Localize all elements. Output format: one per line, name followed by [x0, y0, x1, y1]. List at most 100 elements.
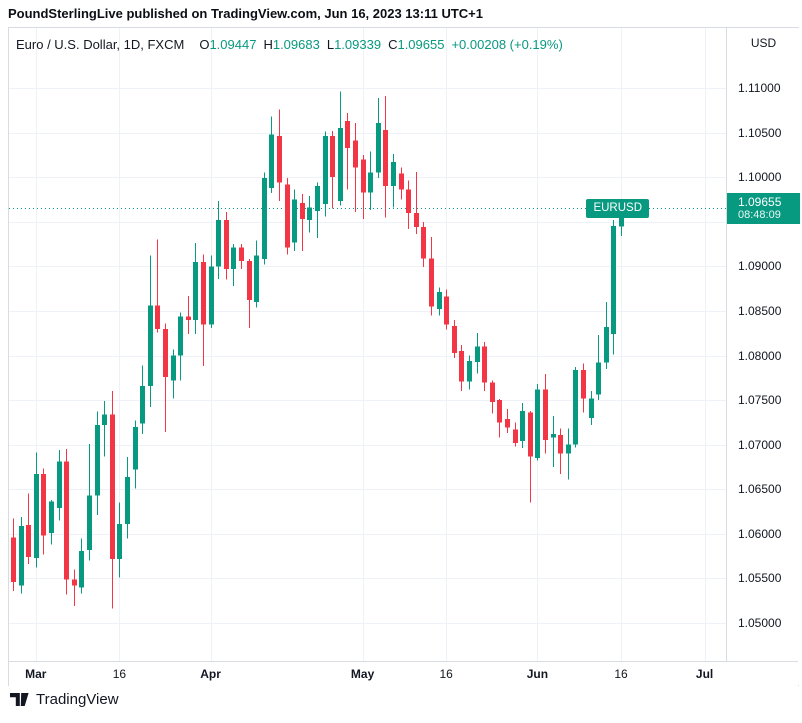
- candle-up: [307, 195, 312, 233]
- change-value: +0.00208 (+0.19%): [451, 37, 563, 52]
- axis-currency-label: USD: [750, 36, 777, 50]
- candle-up: [315, 182, 320, 238]
- price-tick-label: 1.08000: [738, 349, 782, 363]
- candle-up: [102, 401, 107, 457]
- candle-down: [490, 380, 495, 414]
- candle-down: [155, 239, 160, 333]
- candle-up: [140, 365, 145, 434]
- candle-up: [171, 349, 176, 399]
- chart-frame: Euro / U.S. Dollar, 1D, FXCM O1.09447 H1.0…: [8, 27, 800, 686]
- candle-up: [216, 201, 221, 279]
- candle-down: [421, 221, 426, 268]
- candle-up: [467, 355, 472, 390]
- candle-down: [528, 410, 533, 503]
- time-tick-label: Jul: [695, 667, 714, 681]
- price-tick-label: 1.10500: [738, 126, 782, 140]
- candle-down: [110, 391, 115, 609]
- ohlc-open-value: 1.09447: [209, 37, 257, 52]
- current-price-badge: 1.09655 08:48:09: [727, 193, 800, 224]
- candle-down: [201, 254, 206, 367]
- candle-up: [19, 516, 24, 594]
- candle-up: [566, 428, 571, 480]
- time-tick-label: Apr: [200, 667, 221, 681]
- tradingview-logo-icon: [10, 692, 29, 707]
- candle-up: [376, 97, 381, 179]
- ohlc-high-label: H: [263, 37, 273, 52]
- candle-down: [163, 323, 168, 433]
- candle-down: [277, 109, 282, 202]
- price-axis[interactable]: USD 1.11000 1.10500 1.10000 1.09000 1.08500 1…: [726, 28, 800, 685]
- chart-plot-area[interactable]: Euro / U.S. Dollar, 1D, FXCM O1.09447 H1.0…: [9, 28, 726, 661]
- time-tick-label: Mar: [25, 667, 47, 681]
- ohlc-close-label: C: [388, 37, 398, 52]
- time-tick-label: May: [350, 667, 375, 681]
- current-price-value: 1.09655: [738, 195, 782, 209]
- candle-down: [581, 363, 586, 413]
- candle-down: [505, 409, 510, 434]
- candle-up: [57, 450, 62, 521]
- tradingview-attribution-link[interactable]: TradingView: [10, 691, 119, 708]
- candle-up: [437, 287, 442, 316]
- candle-down: [361, 154, 366, 220]
- candle-up: [323, 131, 328, 217]
- time-axis[interactable]: Mar 16 Apr May 16 Jun 16 Jul: [9, 661, 798, 686]
- grid-horizontal-lines: [9, 88, 726, 624]
- time-tick-label: 16: [614, 667, 628, 681]
- symbol-price-flag: EURUSD: [586, 199, 649, 218]
- candle-down: [64, 449, 69, 595]
- candle-up: [117, 502, 122, 578]
- time-tick-label: Jun: [526, 667, 549, 681]
- chart-legend: Euro / U.S. Dollar, 1D, FXCM O1.09447 H1.0…: [16, 37, 563, 52]
- candle-down: [399, 167, 404, 200]
- candlestick-chart[interactable]: [9, 28, 726, 661]
- candle-down: [444, 289, 449, 330]
- price-tick-label: 1.08500: [738, 304, 782, 318]
- candle-down: [224, 211, 229, 280]
- time-tick-label: 16: [439, 667, 453, 681]
- price-tick-label: 1.05000: [738, 616, 782, 630]
- candle-up: [551, 416, 556, 467]
- candle-up: [589, 391, 594, 426]
- candle-up: [611, 220, 616, 355]
- candle-down: [11, 518, 16, 591]
- candle-up: [209, 255, 214, 328]
- candle-up: [535, 384, 540, 461]
- candle-down: [482, 342, 487, 392]
- symbol-title: Euro / U.S. Dollar, 1D, FXCM: [16, 37, 185, 52]
- candles-layer: [11, 91, 624, 609]
- candle-up: [79, 538, 84, 594]
- ohlc-low-label: L: [326, 37, 335, 52]
- candle-down: [543, 374, 548, 454]
- candle-down: [383, 96, 388, 218]
- candle-up: [269, 116, 274, 194]
- candle-up: [87, 443, 92, 561]
- candle-down: [330, 130, 335, 209]
- candle-up: [49, 500, 54, 545]
- candle-up: [262, 172, 267, 265]
- candle-down: [414, 171, 419, 235]
- price-tick-label: 1.10000: [738, 170, 782, 184]
- candle-up: [475, 333, 480, 374]
- candle-down: [186, 295, 191, 335]
- candle-down: [429, 236, 434, 316]
- candle-up: [368, 151, 373, 211]
- candle-up: [520, 402, 525, 449]
- ohlc-close-value: 1.09655: [397, 37, 445, 52]
- candle-up: [133, 420, 138, 489]
- candle-up: [125, 457, 130, 539]
- price-tick-label: 1.05500: [738, 571, 782, 585]
- price-tick-label: 1.09000: [738, 259, 782, 273]
- candle-down: [247, 259, 252, 328]
- candle-down: [497, 399, 502, 438]
- candle-up: [391, 154, 396, 208]
- candle-up: [231, 244, 236, 286]
- candle-down: [353, 122, 358, 212]
- candle-down: [239, 244, 244, 269]
- ohlc-low-value: 1.09339: [334, 37, 382, 52]
- attribution-bar: PoundSterlingLive published on TradingVi…: [8, 6, 483, 21]
- candle-down: [452, 319, 457, 359]
- candle-up: [596, 335, 601, 401]
- candle-up: [193, 243, 198, 335]
- price-tick-label: 1.06500: [738, 482, 782, 496]
